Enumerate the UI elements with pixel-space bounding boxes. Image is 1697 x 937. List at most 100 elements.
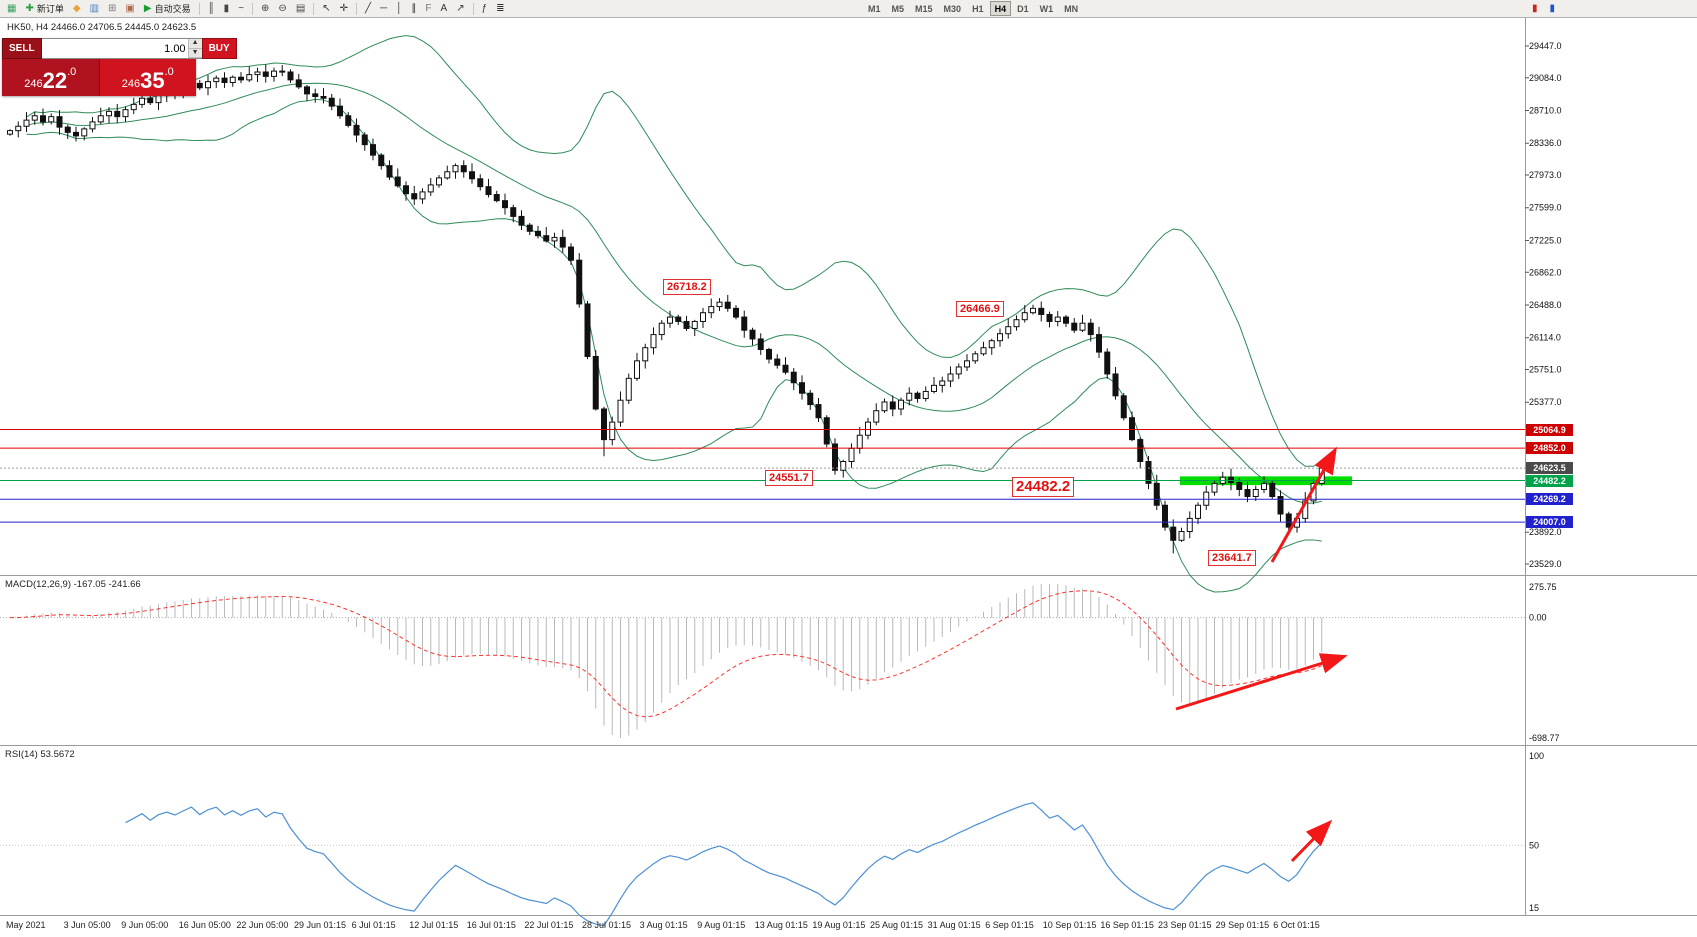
text-tool-icon[interactable]: A [437,1,452,16]
svg-text:23892.0: 23892.0 [1529,527,1562,537]
channel-icon[interactable]: ∥ [407,1,420,16]
buy-price-digits: 35 [140,68,165,94]
auto-trading-button: ▶ [143,2,152,14]
red-book-icon[interactable]: ▮ [1528,1,1542,16]
lot-size-input[interactable] [41,39,188,58]
indicators-icon[interactable]: ƒ [478,1,492,16]
svg-text:May 2021: May 2021 [6,920,46,930]
svg-text:19 Aug 01:15: 19 Aug 01:15 [812,920,865,930]
price-label-annotation[interactable]: 24551.7 [765,469,813,486]
sell-price-digits: .0 [67,66,77,78]
blue-book-icon[interactable]: ▮ [1546,1,1560,16]
price-tag: 24852.0 [1526,442,1573,455]
timeframe-button-M30[interactable]: M30 [939,1,967,16]
tile-windows-icon: ▤ [295,2,306,14]
timeframe-button-M1[interactable]: M1 [863,1,886,16]
svg-text:16 Jun 05:00: 16 Jun 05:00 [179,920,231,930]
buy-button[interactable]: BUY [201,38,237,59]
new-order-button[interactable]: ✚ 新订单 [21,1,67,16]
svg-text:15: 15 [1529,903,1539,913]
svg-text:100: 100 [1529,751,1544,761]
svg-text:3 Jun 05:00: 3 Jun 05:00 [64,920,111,930]
timeframe-button-H4[interactable]: H4 [989,1,1012,16]
svg-text:28336.0: 28336.0 [1529,138,1562,148]
new-chart-icon: ▦ [7,2,17,14]
arrow-tool-icon[interactable]: ↗ [452,1,468,16]
timeframe-button-D1[interactable]: D1 [1012,1,1034,16]
price-tag: 24007.0 [1526,516,1573,529]
navigator-icon[interactable]: ▣ [121,1,138,16]
rsi-panel: 100 50 15 [0,751,1544,927]
trendline-icon: ╱ [365,2,372,14]
zoom-in-icon[interactable]: ⊕ [257,1,273,16]
svg-text:23 Sep 01:15: 23 Sep 01:15 [1158,920,1212,930]
svg-text:6 Sep 01:15: 6 Sep 01:15 [985,920,1034,930]
price-label-annotation[interactable]: 26466.9 [956,301,1004,318]
price-label-annotation[interactable]: 24482.2 [1012,476,1075,497]
panel-frames [0,17,1697,916]
cursor-icon[interactable]: ↖ [318,1,334,16]
market-watch-icon[interactable]: ▥ [86,1,103,16]
horizontal-line-icon[interactable]: ─ [376,1,391,16]
bar-chart-icon: ║ [207,2,215,14]
data-window-icon: ⊞ [108,2,117,14]
tile-windows-icon[interactable]: ▤ [292,1,309,16]
grid-icon[interactable]: ≣ [492,1,508,16]
buy-price-digits: .0 [164,66,174,78]
auto-trading-button[interactable]: ▶ 自动交易 [140,1,195,16]
sell-button[interactable]: SELL [2,38,42,59]
svg-text:12 Jul 01:15: 12 Jul 01:15 [409,920,458,930]
macd-panel: 275.75 0.00 -698.77 [0,582,1560,743]
svg-text:13 Aug 01:15: 13 Aug 01:15 [755,920,808,930]
svg-text:23529.0: 23529.0 [1529,559,1562,569]
svg-text:28710.0: 28710.0 [1529,106,1562,116]
timeframe-button-H1[interactable]: H1 [967,1,989,16]
zoom-in-icon: ⊕ [261,2,270,14]
favorites-icon[interactable]: ◆ [69,1,85,16]
lot-decrease-button[interactable]: ▼ [188,48,202,58]
data-window-icon[interactable]: ⊞ [104,1,120,16]
vertical-line-icon: │ [396,2,403,14]
trend-arrows [1175,446,1348,863]
buy-price[interactable]: 246 35.0 [99,59,196,96]
svg-text:9 Aug 01:15: 9 Aug 01:15 [697,920,745,930]
timeframe-button-W1[interactable]: W1 [1035,1,1059,16]
candlestick-chart-icon: ▮ [223,2,230,14]
svg-text:29 Sep 01:15: 29 Sep 01:15 [1216,920,1270,930]
price-tag: 24269.2 [1526,493,1573,506]
price-label-annotation[interactable]: 26718.2 [663,279,711,296]
price-label-annotation[interactable]: 23641.7 [1208,549,1256,566]
line-chart-icon[interactable]: ~ [234,1,248,16]
new-order-button: ✚ [25,2,34,14]
price-axis: 29447.0 29084.0 28710.0 28336.0 27973.0 27599… [1525,41,1562,569]
crosshair-icon[interactable]: ✛ [336,1,352,16]
svg-text:25 Aug 01:15: 25 Aug 01:15 [870,920,923,930]
sell-price[interactable]: 246 22.0 [2,59,100,96]
lot-increase-button[interactable]: ▲ [188,39,202,49]
svg-text:-698.77: -698.77 [1529,733,1560,743]
new-chart-icon[interactable]: ▦ [3,1,20,16]
svg-text:28 Jul 01:15: 28 Jul 01:15 [582,920,631,930]
line-chart-icon: ~ [238,2,245,14]
candlestick-chart-icon[interactable]: ▮ [220,1,234,16]
sell-price-digits: 22 [42,68,68,94]
zoom-out-icon[interactable]: ⊖ [274,1,290,16]
svg-text:16 Jul 01:15: 16 Jul 01:15 [467,920,516,930]
svg-text:9 Jun 05:00: 9 Jun 05:00 [121,920,168,930]
bar-chart-icon[interactable]: ║ [204,1,219,16]
vertical-line-icon[interactable]: │ [392,1,406,16]
svg-text:29 Jun 01:15: 29 Jun 01:15 [294,920,346,930]
timeframe-button-M5[interactable]: M5 [887,1,910,16]
svg-text:29084.0: 29084.0 [1529,73,1562,83]
timeframe-button-MN[interactable]: MN [1059,1,1083,16]
horizontal-line-icon: ─ [380,2,388,14]
fibonacci-icon[interactable]: F [421,1,435,16]
fibonacci-icon: F [425,2,432,14]
timeframe-button-M15[interactable]: M15 [910,1,938,16]
svg-text:25377.0: 25377.0 [1529,397,1562,407]
favorites-icon: ◆ [72,2,81,14]
trendline-icon[interactable]: ╱ [361,1,375,16]
blue-book-icon: ▮ [1549,2,1556,14]
